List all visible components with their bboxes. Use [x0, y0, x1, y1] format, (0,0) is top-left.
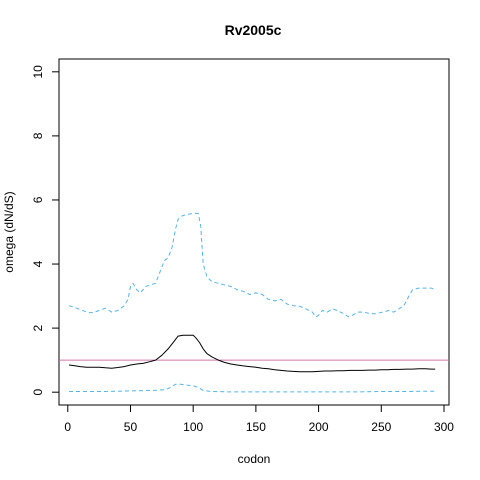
x-tick-label: 150 [246, 420, 266, 434]
y-axis-label: omega (dN/dS) [2, 191, 16, 272]
series-layer [68, 212, 436, 393]
x-tick-label: 200 [309, 420, 329, 434]
series-lower-line [69, 383, 436, 393]
x-tick-label: 250 [371, 420, 391, 434]
y-tick-label: 10 [31, 65, 45, 79]
series-upper-line [68, 212, 436, 318]
x-tick-label: 50 [124, 420, 138, 434]
x-tick-label: 100 [183, 420, 203, 434]
x-tick-label: 300 [434, 420, 454, 434]
y-tick-label: 8 [31, 132, 45, 139]
y-axis: 0 2 4 6 8 10 [31, 65, 60, 396]
y-tick-label: 2 [31, 324, 45, 331]
chart-title: Rv2005c [225, 22, 282, 38]
x-axis: 0 50 100 150 200 250 300 [64, 404, 454, 434]
y-tick-label: 6 [31, 196, 45, 203]
x-tick-label: 0 [64, 420, 71, 434]
x-axis-label: codon [238, 452, 271, 466]
series-estimate-line [68, 334, 436, 373]
plot-frame [58, 58, 450, 406]
y-tick-label: 0 [31, 389, 45, 396]
y-tick-label: 4 [31, 260, 45, 267]
